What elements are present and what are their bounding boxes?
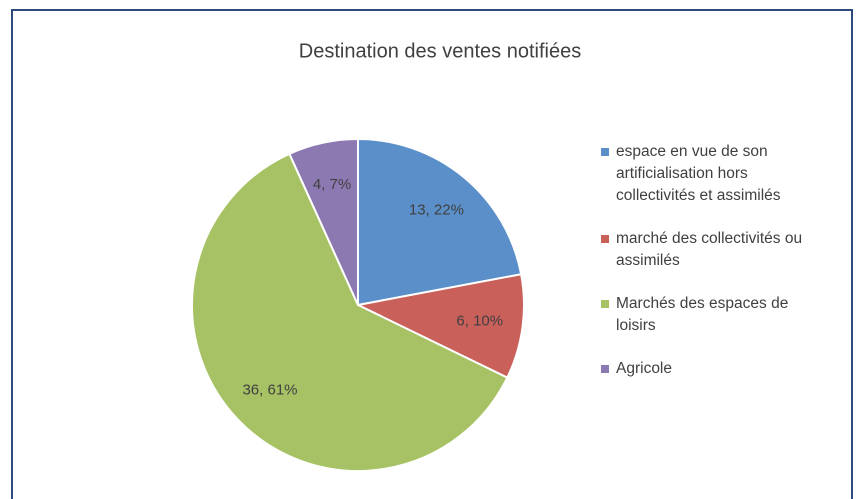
data-label: 13, 22% xyxy=(409,201,464,218)
data-label: 4, 7% xyxy=(313,176,351,193)
legend-swatch xyxy=(601,235,609,243)
pie-slice xyxy=(191,152,509,472)
legend-label: Marchés des espaces de loisirs xyxy=(616,295,788,334)
pie-slice xyxy=(354,273,525,379)
legend-swatch xyxy=(601,148,609,156)
data-label: 36, 61% xyxy=(242,382,297,399)
legend-swatch xyxy=(601,365,609,373)
legend-label: marché des collectivités ou assimilés xyxy=(616,230,802,269)
pie-slice xyxy=(288,137,359,306)
legend-label: Agricole xyxy=(616,360,672,377)
legend-label: espace en vue de son artificialisation ho… xyxy=(616,143,781,204)
chart-title: Destination des ventes notifiées xyxy=(299,40,581,62)
legend-swatch xyxy=(601,300,609,308)
pie-slice xyxy=(357,137,523,307)
data-label: 6, 10% xyxy=(456,312,503,329)
